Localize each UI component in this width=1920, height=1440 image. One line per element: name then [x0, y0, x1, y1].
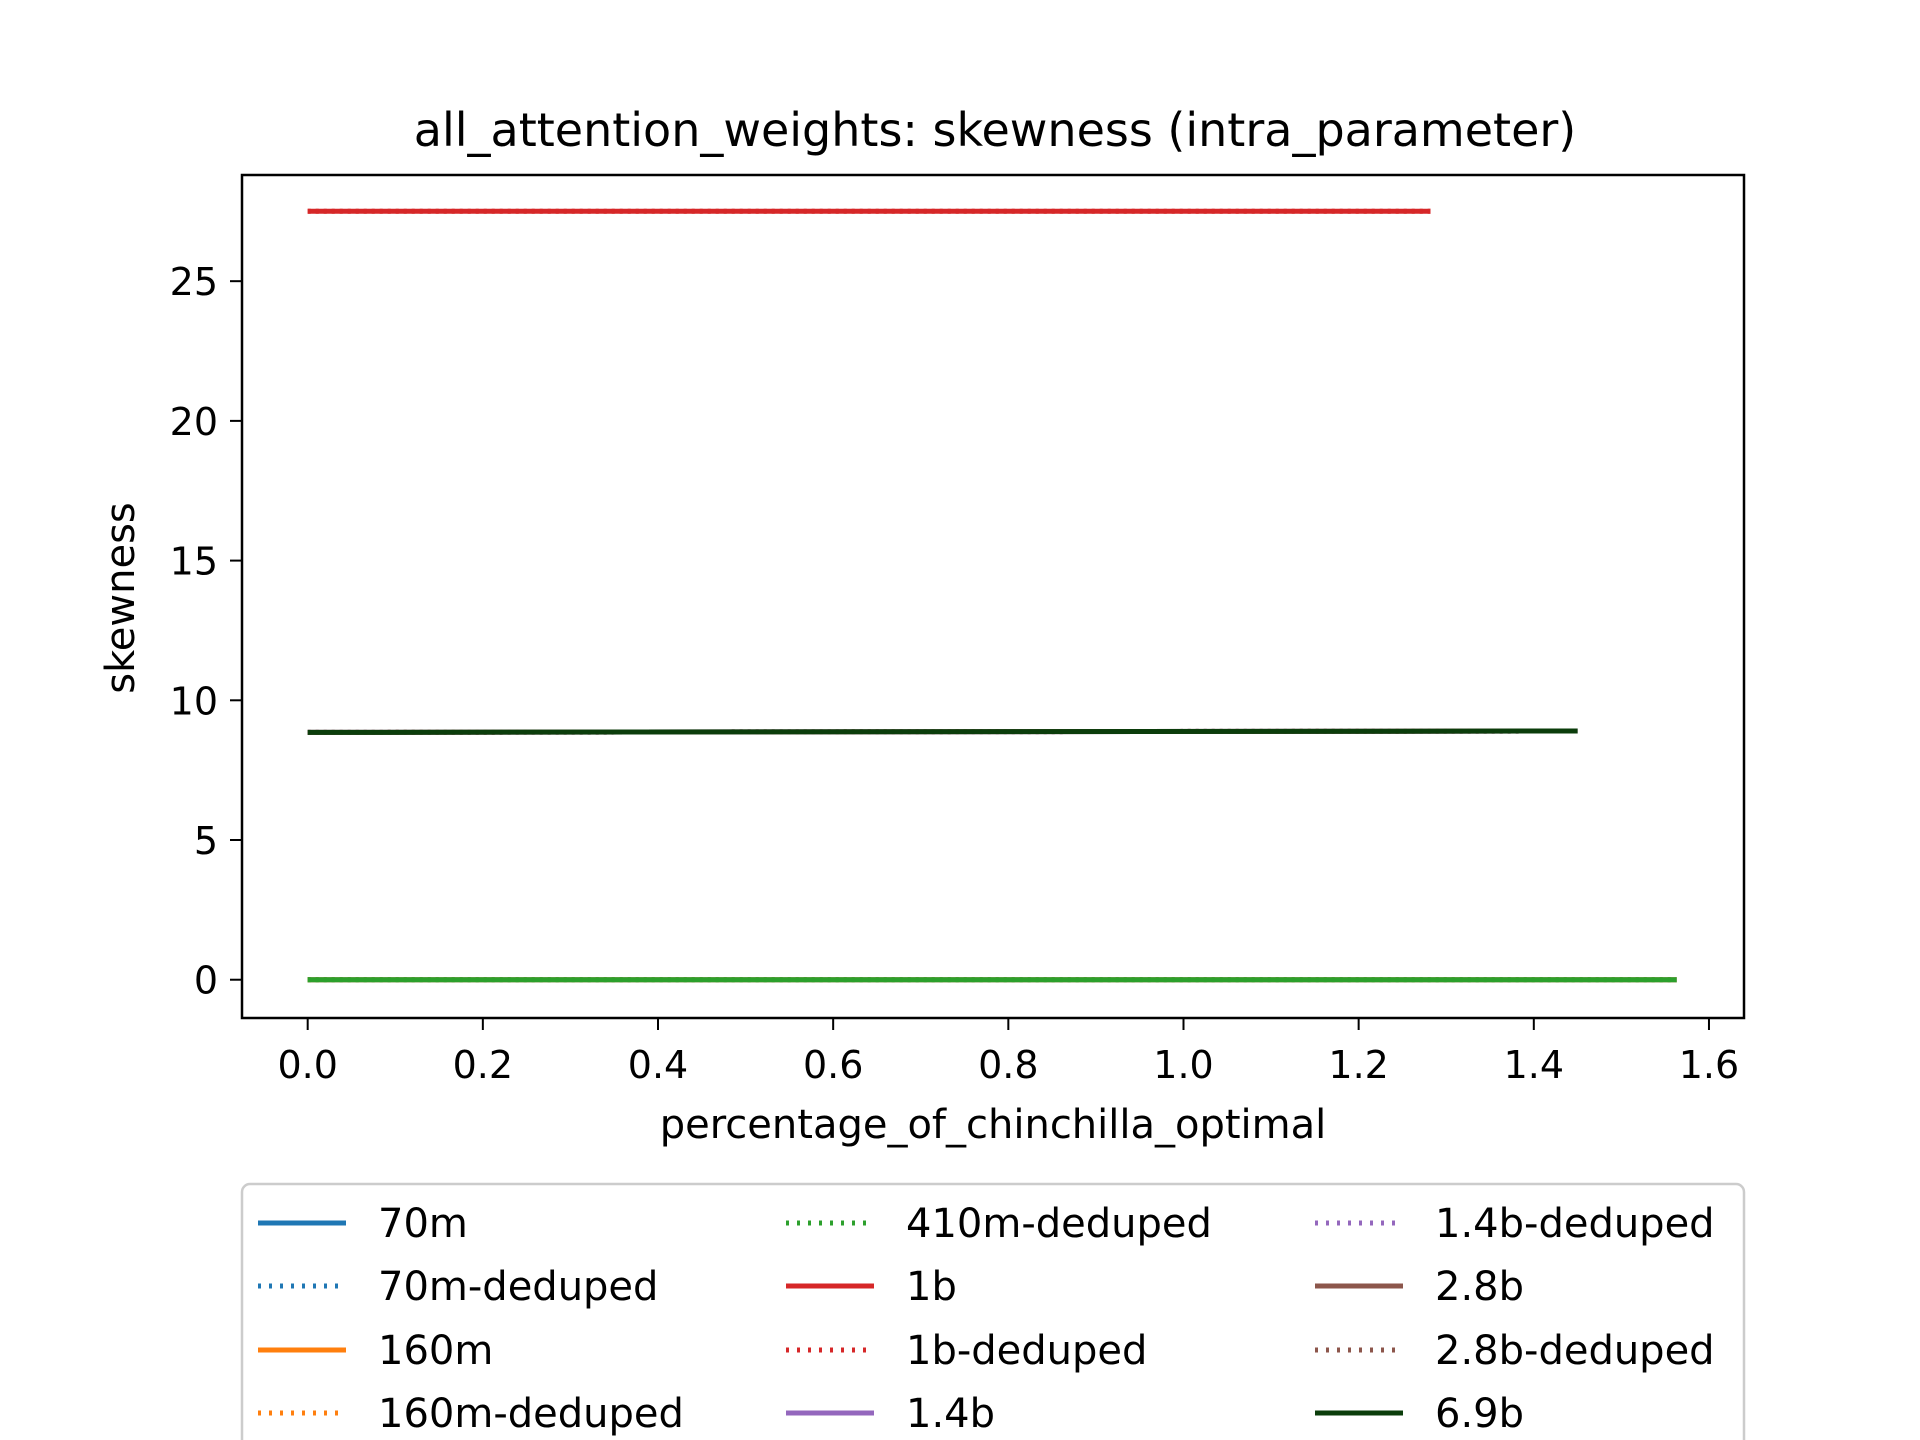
y-tick-label: 10: [170, 679, 218, 723]
y-tick-label: 0: [194, 959, 218, 1003]
legend-label-160m: 160m: [378, 1328, 493, 1374]
x-tick-label: 0.0: [277, 1043, 337, 1087]
x-tick-label: 1.4: [1504, 1043, 1564, 1087]
legend-label-160m-deduped: 160m-deduped: [378, 1391, 684, 1437]
y-tick-label: 25: [170, 260, 218, 304]
legend-label-70m: 70m: [378, 1201, 468, 1247]
x-tick-label: 0.2: [453, 1043, 513, 1087]
x-axis: 0.0 0.2 0.4 0.6 0.8 1.0 1.2 1.4 1.6: [277, 1018, 1739, 1087]
y-tick-label: 15: [170, 540, 218, 584]
legend-label-410m-deduped: 410m-deduped: [906, 1201, 1212, 1247]
legend-label-1.4b: 1.4b: [906, 1391, 995, 1437]
legend-label-2.8b: 2.8b: [1435, 1264, 1524, 1310]
x-tick-label: 1.2: [1328, 1043, 1388, 1087]
y-tick-label: 5: [194, 819, 218, 863]
x-tick-label: 1.0: [1153, 1043, 1213, 1087]
plot-frame: [240, 173, 1746, 1020]
legend-label-1b: 1b: [906, 1264, 957, 1310]
y-tick-label: 20: [170, 400, 218, 444]
legend-label-1b-deduped: 1b-deduped: [906, 1328, 1147, 1374]
legend-label-1.4b-deduped: 1.4b-deduped: [1435, 1201, 1715, 1247]
legend-box: [240, 1182, 1746, 1440]
x-axis-label: percentage_of_chinchilla_optimal: [660, 1102, 1327, 1148]
legend-label-6.9b: 6.9b: [1435, 1391, 1524, 1437]
series-line-6.9b: [307, 728, 1578, 735]
y-axis: 0 5 10 15 20 25: [170, 260, 242, 1003]
x-tick-label: 1.6: [1679, 1043, 1739, 1087]
legend-label-70m-deduped: 70m-deduped: [378, 1264, 658, 1310]
y-axis-label: skewness: [98, 502, 144, 694]
chart-title: all_attention_weights: skewness (intra_p…: [414, 103, 1576, 157]
x-tick-label: 0.4: [628, 1043, 688, 1087]
legend: 70m 70m-deduped 160m 160m-deduped 410m-dedup…: [240, 1182, 1746, 1440]
x-tick-label: 0.6: [803, 1043, 863, 1087]
x-tick-label: 0.8: [978, 1043, 1038, 1087]
plot-lines: [307, 208, 1677, 983]
legend-label-2.8b-deduped: 2.8b-deduped: [1435, 1328, 1715, 1374]
